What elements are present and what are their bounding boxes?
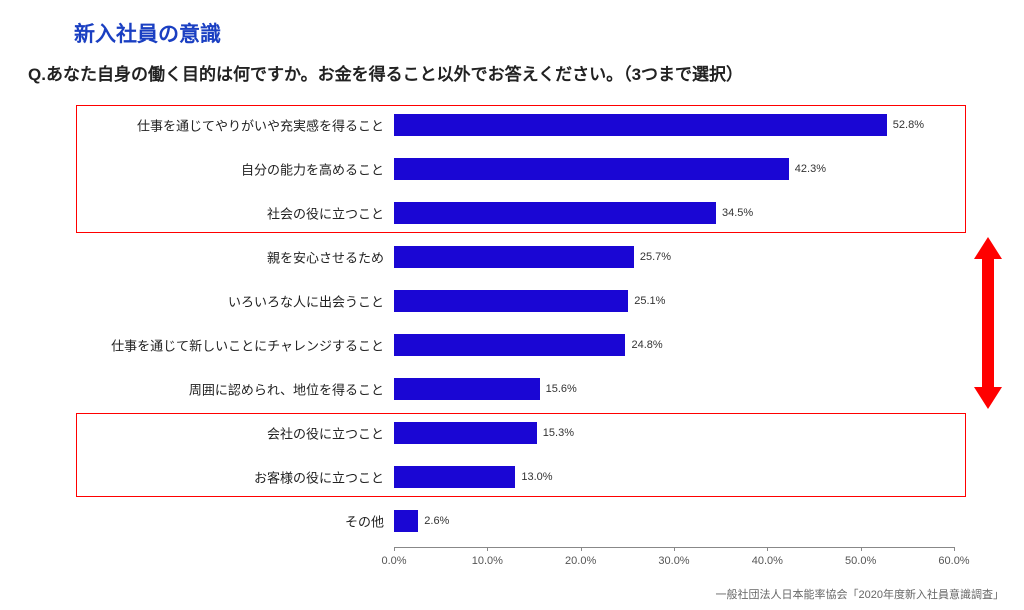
question-text: Q.あなた自身の働く目的は何ですか。お金を得ること以外でお答えください。（3つま… bbox=[28, 60, 743, 85]
table-row: お客様の役に立つこと 13.0% bbox=[74, 455, 984, 499]
table-row: 周囲に認められ、地位を得ること 15.6% bbox=[74, 367, 984, 411]
bar bbox=[394, 202, 716, 224]
page-title: 新入社員の意識 bbox=[74, 18, 221, 48]
tick-mark bbox=[767, 547, 768, 551]
double-arrow-icon bbox=[974, 237, 1002, 409]
value-label: 24.8% bbox=[631, 339, 662, 351]
bar bbox=[394, 158, 789, 180]
value-label: 52.8% bbox=[893, 119, 924, 131]
value-label: 15.3% bbox=[543, 427, 574, 439]
category-label: 周囲に認められ、地位を得ること bbox=[74, 380, 384, 399]
tick-mark bbox=[674, 547, 675, 551]
value-label: 42.3% bbox=[795, 163, 826, 175]
bar bbox=[394, 466, 515, 488]
category-label: 仕事を通じて新しいことにチャレンジすること bbox=[74, 336, 384, 355]
tick-mark bbox=[581, 547, 582, 551]
bar bbox=[394, 422, 537, 444]
table-row: いろいろな人に出会うこと 25.1% bbox=[74, 279, 984, 323]
tick-mark bbox=[861, 547, 862, 551]
category-label: 自分の能力を高めること bbox=[74, 160, 384, 179]
table-row: 社会の役に立つこと 34.5% bbox=[74, 191, 984, 235]
table-row: 自分の能力を高めること 42.3% bbox=[74, 147, 984, 191]
value-label: 34.5% bbox=[722, 207, 753, 219]
source-text: 一般社団法人日本能率協会「2020年度新入社員意識調査」 bbox=[716, 586, 1004, 602]
tick-mark bbox=[487, 547, 488, 551]
category-label: 社会の役に立つこと bbox=[74, 204, 384, 223]
plot-area: 仕事を通じてやりがいや充実感を得ること 52.8% 自分の能力を高めること 42.3%… bbox=[74, 95, 984, 565]
bar bbox=[394, 334, 625, 356]
category-label: その他 bbox=[74, 512, 384, 531]
category-label: お客様の役に立つこと bbox=[74, 468, 384, 487]
table-row: 仕事を通じて新しいことにチャレンジすること 24.8% bbox=[74, 323, 984, 367]
bar bbox=[394, 510, 418, 532]
table-row: 親を安心させるため 25.7% bbox=[74, 235, 984, 279]
category-label: 仕事を通じてやりがいや充実感を得ること bbox=[74, 116, 384, 135]
table-row: 仕事を通じてやりがいや充実感を得ること 52.8% bbox=[74, 103, 984, 147]
category-label: 親を安心させるため bbox=[74, 248, 384, 267]
tick-mark bbox=[954, 547, 955, 551]
value-label: 15.6% bbox=[546, 383, 577, 395]
category-label: いろいろな人に出会うこと bbox=[74, 292, 384, 311]
tick-mark bbox=[394, 547, 395, 551]
bar bbox=[394, 246, 634, 268]
value-label: 13.0% bbox=[521, 471, 552, 483]
value-label: 25.1% bbox=[634, 295, 665, 307]
bar bbox=[394, 378, 540, 400]
bar bbox=[394, 290, 628, 312]
table-row: その他 2.6% bbox=[74, 499, 984, 543]
value-label: 25.7% bbox=[640, 251, 671, 263]
bar-chart: 仕事を通じてやりがいや充実感を得ること 52.8% 自分の能力を高めること 42.3%… bbox=[74, 95, 984, 565]
value-label: 2.6% bbox=[424, 515, 449, 527]
bar bbox=[394, 114, 887, 136]
category-label: 会社の役に立つこと bbox=[74, 424, 384, 443]
table-row: 会社の役に立つこと 15.3% bbox=[74, 411, 984, 455]
